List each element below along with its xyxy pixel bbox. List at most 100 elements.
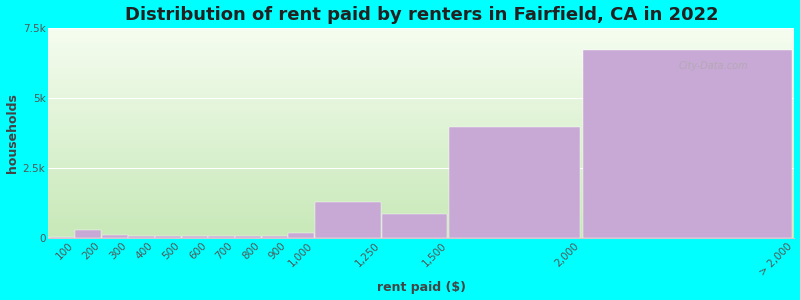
Bar: [48, 103, 794, 105]
Bar: [48, 105, 794, 106]
Bar: [48, 95, 794, 96]
Bar: [48, 132, 794, 133]
Bar: [48, 226, 794, 228]
Bar: [48, 146, 794, 147]
Bar: [48, 185, 794, 187]
Bar: [48, 169, 794, 170]
Bar: [48, 237, 794, 238]
Bar: [48, 96, 794, 97]
Bar: [48, 172, 794, 173]
Bar: [48, 213, 794, 214]
Bar: [48, 198, 794, 199]
Bar: [48, 147, 794, 148]
Bar: [48, 191, 794, 192]
Bar: [48, 183, 794, 184]
Bar: [48, 142, 794, 143]
Bar: [48, 149, 794, 150]
Bar: [48, 224, 794, 226]
Bar: [48, 171, 794, 172]
Bar: [48, 136, 794, 137]
Bar: [48, 216, 794, 217]
Title: Distribution of rent paid by renters in Fairfield, CA in 2022: Distribution of rent paid by renters in …: [125, 6, 718, 24]
Bar: [48, 215, 794, 216]
Bar: [48, 236, 794, 237]
Bar: [48, 178, 794, 179]
Bar: [48, 206, 794, 207]
Bar: [48, 45, 794, 46]
Bar: [48, 70, 794, 71]
Bar: [48, 139, 794, 140]
Bar: [48, 235, 794, 236]
Bar: [48, 168, 794, 169]
Bar: [48, 29, 794, 30]
Bar: [48, 106, 794, 107]
Bar: [48, 76, 794, 77]
Bar: [48, 28, 794, 29]
Bar: [48, 179, 794, 180]
Bar: [48, 54, 794, 55]
Bar: [48, 30, 794, 31]
Bar: [48, 92, 794, 93]
Bar: [48, 187, 794, 188]
Bar: [288, 233, 314, 238]
Bar: [48, 80, 794, 82]
Bar: [48, 182, 794, 183]
Bar: [48, 176, 794, 177]
Bar: [48, 161, 794, 162]
Bar: [48, 61, 794, 63]
Bar: [48, 66, 794, 67]
Bar: [48, 74, 794, 75]
Bar: [209, 236, 234, 238]
Bar: [48, 189, 794, 190]
Bar: [48, 197, 794, 198]
Bar: [235, 236, 261, 238]
Bar: [48, 229, 794, 230]
Bar: [48, 166, 794, 167]
Bar: [48, 63, 794, 64]
Bar: [48, 40, 794, 42]
Bar: [48, 36, 794, 37]
Bar: [48, 108, 794, 109]
Bar: [48, 221, 794, 222]
Bar: [48, 152, 794, 153]
Bar: [48, 158, 794, 159]
Bar: [450, 128, 580, 238]
Bar: [583, 50, 792, 238]
Bar: [48, 48, 794, 49]
Bar: [48, 88, 794, 89]
Bar: [48, 134, 794, 135]
Bar: [48, 75, 794, 76]
Bar: [48, 128, 794, 129]
Bar: [48, 91, 794, 92]
Bar: [48, 53, 794, 54]
Bar: [48, 214, 794, 215]
Bar: [48, 34, 794, 35]
Bar: [48, 43, 794, 44]
Bar: [48, 190, 794, 191]
Bar: [48, 177, 794, 178]
Bar: [48, 32, 794, 33]
Bar: [262, 236, 288, 238]
Bar: [48, 230, 794, 231]
Bar: [49, 237, 74, 238]
Bar: [48, 154, 794, 155]
Bar: [48, 71, 794, 72]
Bar: [48, 137, 794, 138]
Bar: [129, 236, 154, 238]
Bar: [48, 228, 794, 229]
Bar: [48, 156, 794, 157]
Bar: [102, 236, 128, 238]
Bar: [48, 93, 794, 94]
Bar: [48, 89, 794, 90]
Bar: [48, 150, 794, 151]
Bar: [48, 86, 794, 87]
Bar: [48, 82, 794, 84]
Bar: [48, 35, 794, 36]
Y-axis label: households: households: [6, 93, 18, 173]
Bar: [48, 210, 794, 211]
Bar: [48, 231, 794, 232]
Bar: [48, 203, 794, 205]
Bar: [48, 99, 794, 101]
Bar: [48, 145, 794, 146]
Bar: [48, 87, 794, 88]
